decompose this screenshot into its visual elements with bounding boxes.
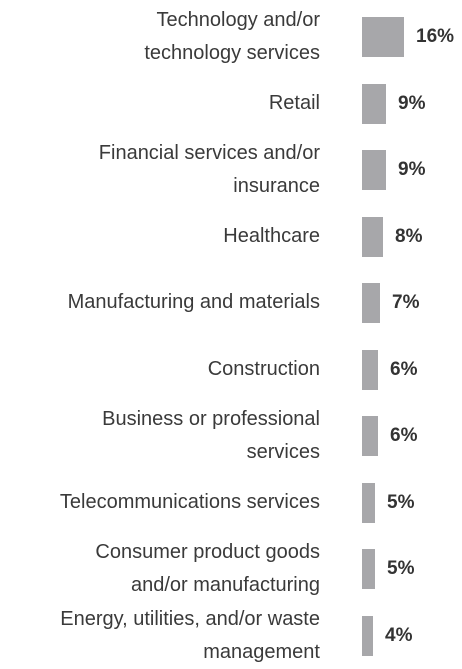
bar: [362, 150, 386, 190]
category-label: Energy, utilities, and/or waste manageme…: [60, 607, 320, 663]
bar: [362, 416, 378, 456]
bar: [362, 349, 378, 390]
category-label: Business or professional services: [102, 408, 320, 463]
bar: [362, 615, 373, 656]
bar: [362, 482, 375, 523]
bar-value-label: 9%: [398, 159, 426, 180]
category-label: Healthcare: [223, 224, 320, 247]
bar-value-label: 5%: [387, 491, 415, 513]
bar: [362, 549, 375, 589]
category-label: Construction: [207, 357, 320, 380]
bar: [362, 17, 404, 57]
bar-value-label: 4%: [385, 624, 413, 646]
bar-value-label: 8%: [395, 225, 423, 247]
bar-value-label: 7%: [392, 292, 420, 313]
bar: [362, 283, 380, 323]
category-label: Consumer product goods and/or manufactur…: [95, 541, 320, 596]
bar-value-label: 5%: [387, 558, 415, 579]
bar: [362, 216, 383, 257]
bar-value-label: 9%: [398, 92, 426, 114]
bar-value-label: 6%: [390, 425, 418, 446]
category-label: Financial services and/or insurance: [98, 142, 320, 197]
category-label: Retail: [268, 91, 320, 114]
category-label: Telecommunications services: [59, 490, 320, 513]
bar: [362, 83, 386, 124]
category-label: Manufacturing and materials: [67, 291, 320, 313]
category-label: Technology and/or technology services: [144, 9, 320, 64]
bar-value-label: 16%: [416, 26, 455, 47]
bar-value-label: 6%: [390, 358, 418, 380]
